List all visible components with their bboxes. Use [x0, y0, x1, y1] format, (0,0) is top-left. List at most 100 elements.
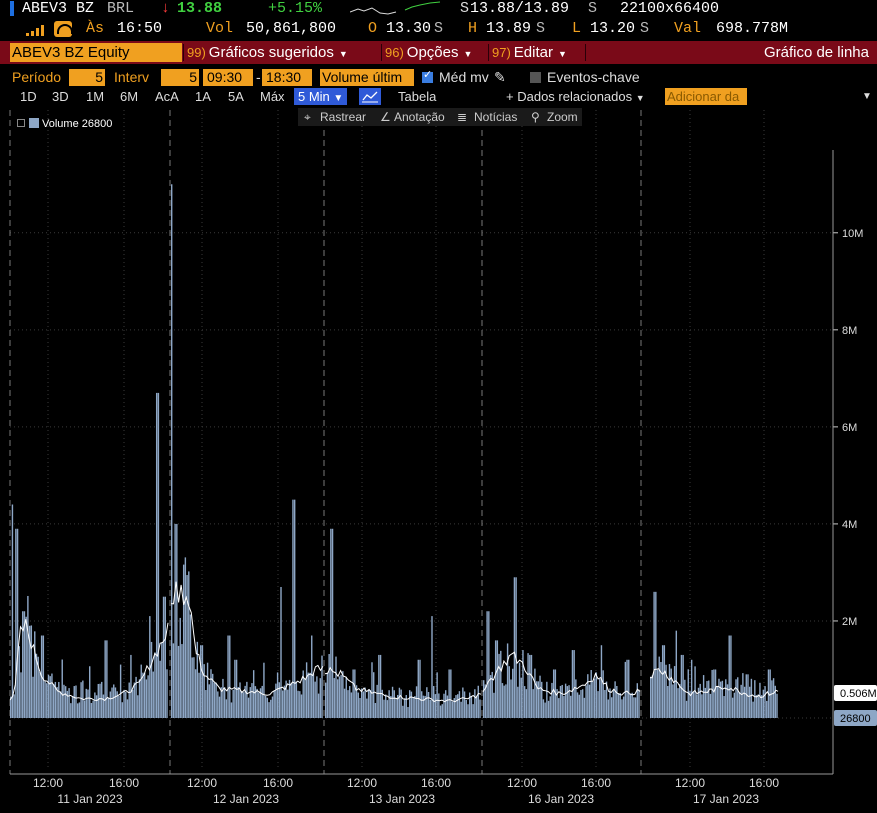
- tool-zoom[interactable]: Zoom: [547, 110, 578, 124]
- volume-bar: [201, 645, 204, 718]
- volume-bar: [391, 686, 394, 718]
- range-5y[interactable]: 5A: [228, 89, 244, 104]
- pencil-icon[interactable]: ✎: [494, 69, 506, 85]
- volume-bar: [737, 677, 739, 718]
- volume-bar: [633, 697, 635, 718]
- legend-toggle-icon[interactable]: [17, 119, 25, 127]
- volume-bar: [317, 693, 320, 718]
- frequency-select[interactable]: 5 Min ▼: [294, 88, 348, 105]
- volume-bar: [559, 685, 562, 718]
- volume-bar: [434, 694, 437, 718]
- menu-edit[interactable]: 97) Editar ▼: [492, 44, 567, 61]
- volume-bar: [25, 616, 27, 718]
- field-select[interactable]: Volume últim: [320, 69, 414, 86]
- volume-bar: [547, 700, 550, 718]
- range-6m[interactable]: 6M: [120, 89, 139, 104]
- volume-bar: [30, 625, 33, 718]
- volume-bar: [612, 689, 615, 718]
- chart-style-icon[interactable]: [359, 88, 381, 105]
- tool-news[interactable]: Notícias: [474, 110, 518, 124]
- volume-bar: [523, 686, 526, 718]
- volume-bar: [772, 678, 775, 718]
- volume-bar: [714, 669, 717, 718]
- x-tick-label: 12:00: [507, 776, 537, 790]
- volume-bar: [35, 653, 38, 718]
- volume-bar: [500, 650, 502, 718]
- range-max[interactable]: Máx: [260, 89, 285, 104]
- volume-bar: [522, 650, 524, 718]
- chart-legend[interactable]: Volume 26800: [17, 117, 112, 131]
- volume-bar: [59, 691, 62, 718]
- range-3d[interactable]: 3D: [52, 89, 69, 104]
- volume-bar: [361, 688, 363, 718]
- volume-bar: [347, 690, 349, 718]
- volume-bar: [137, 695, 139, 718]
- volume-bar: [293, 499, 296, 718]
- volume-bar: [125, 691, 127, 718]
- volume-bar: [581, 689, 584, 718]
- volume-bar: [719, 681, 722, 718]
- volume-bar: [266, 697, 269, 718]
- volume-bar: [512, 668, 514, 718]
- volume-bar: [653, 591, 655, 718]
- volume-bar: [660, 662, 662, 718]
- range-1d[interactable]: 1D: [20, 89, 37, 104]
- tool-annotation[interactable]: Anotação: [394, 110, 445, 124]
- add-data-input[interactable]: Adicionar da: [665, 88, 747, 105]
- mavg-checkbox[interactable]: [422, 68, 433, 83]
- high-unit: S: [536, 20, 546, 37]
- volume-bar: [15, 528, 17, 718]
- gauge-icon[interactable]: [54, 21, 73, 37]
- volume-bar: [154, 652, 156, 718]
- volume-bar: [542, 699, 545, 718]
- volume-bar: [661, 645, 664, 718]
- volume-bar: [631, 692, 633, 718]
- range-ytd[interactable]: AcA: [155, 89, 179, 104]
- volume-bar: [402, 705, 404, 718]
- volume-bar: [764, 686, 766, 718]
- moving-average-line: [170, 581, 324, 696]
- volume-bar: [393, 690, 395, 718]
- expand-icon[interactable]: ▼: [862, 91, 872, 102]
- news-icon[interactable]: ≣: [457, 110, 468, 124]
- chart-type-title[interactable]: Gráfico de linha: [763, 44, 869, 61]
- mavg-label: Méd mv: [439, 69, 489, 85]
- security-input[interactable]: ABEV3 BZ Equity: [10, 43, 182, 62]
- crosshair-icon[interactable]: ⌖: [304, 110, 311, 124]
- volume-bar: [78, 702, 81, 718]
- volume-bar: [326, 672, 329, 718]
- table-button[interactable]: Tabela: [398, 89, 437, 104]
- volume-bar: [558, 698, 560, 718]
- volume-bar: [479, 699, 481, 718]
- period-input[interactable]: 5: [69, 69, 105, 86]
- volume-bar: [222, 678, 224, 718]
- range-1y[interactable]: 1A: [195, 89, 211, 104]
- volume-bar: [759, 682, 761, 718]
- volume-bar: [119, 664, 122, 718]
- y-tick-label: 2M: [842, 616, 857, 628]
- down-arrow-icon: ↓: [161, 0, 171, 17]
- volume-bar: [172, 643, 175, 718]
- volume-bar: [587, 674, 589, 718]
- annotation-icon[interactable]: ∠: [380, 110, 391, 124]
- interval-input[interactable]: 5: [161, 69, 199, 86]
- start-time-input[interactable]: 09:30: [203, 69, 253, 86]
- volume-bar: [106, 640, 108, 718]
- volume-bar: [750, 678, 753, 718]
- range-1m[interactable]: 1M: [86, 89, 105, 104]
- related-data-menu[interactable]: + Dados relacionados ▼: [506, 89, 645, 104]
- menu-suggested-charts[interactable]: 99) Gráficos sugeridos ▼: [187, 44, 348, 61]
- events-checkbox[interactable]: [530, 72, 541, 83]
- last-value-label: 26800: [840, 713, 871, 725]
- ticker-label[interactable]: ABEV3 BZ: [22, 0, 95, 17]
- caret-down-icon: ▼: [557, 49, 567, 59]
- volume-bar: [427, 692, 430, 718]
- volume-bar: [494, 640, 497, 718]
- volume-bar: [171, 184, 173, 718]
- zoom-icon[interactable]: ⚲: [531, 110, 540, 124]
- volume-bar: [675, 630, 678, 718]
- tool-track[interactable]: Rastrear: [320, 110, 367, 124]
- menu-options[interactable]: 96) Opções ▼: [385, 44, 473, 61]
- end-time-input[interactable]: 18:30: [262, 69, 312, 86]
